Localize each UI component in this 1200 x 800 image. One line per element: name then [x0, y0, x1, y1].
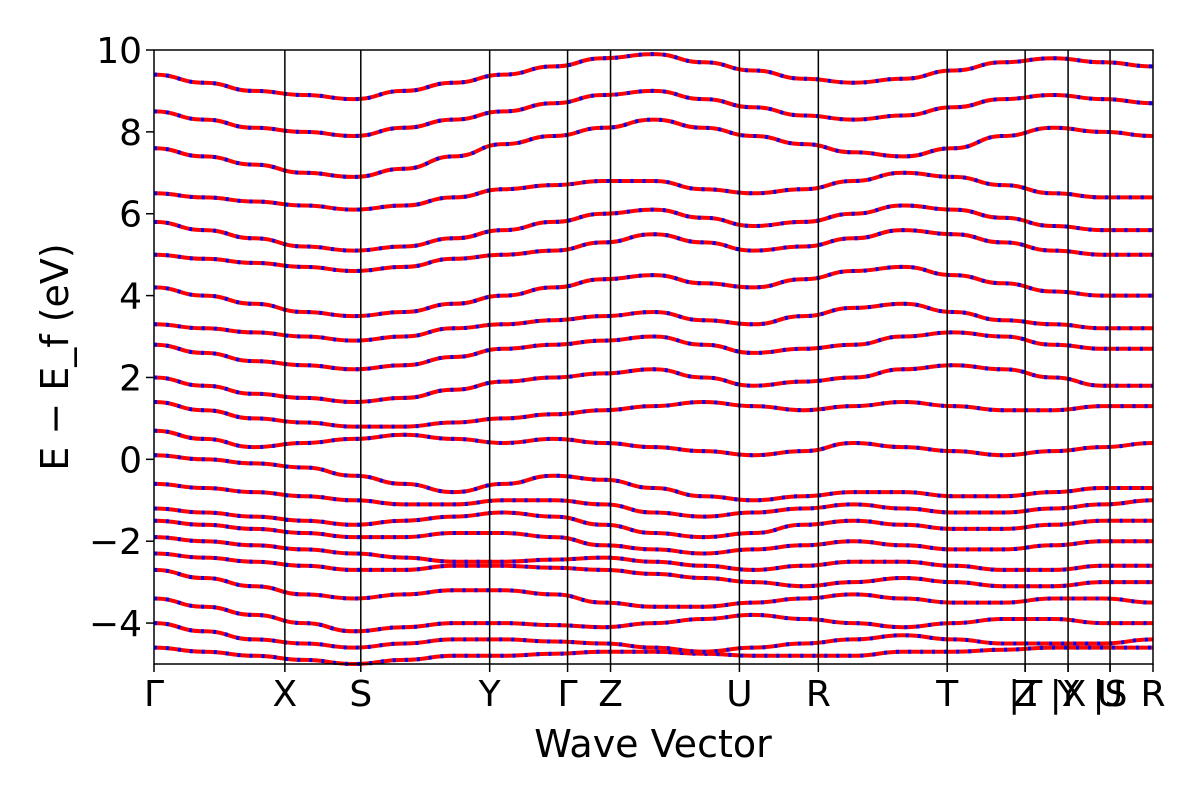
- x-tick-label: Z: [1013, 674, 1038, 715]
- band-line-overlay-17: [153, 228, 1153, 274]
- y-tick-label: 10: [96, 31, 142, 72]
- x-tick-label: X: [273, 674, 298, 715]
- y-axis-ticks: −4 −2 0 2 4 6 8 10: [89, 31, 154, 645]
- band-line-overlay-19: [153, 170, 1153, 212]
- x-tick-label: |X: [1050, 674, 1087, 715]
- y-tick-label: −2: [89, 522, 142, 563]
- band-line-overlay-21: [153, 88, 1154, 139]
- y-tick-label: 0: [119, 440, 142, 481]
- x-tick-label: S: [349, 674, 372, 715]
- x-tick-label: R: [1140, 674, 1165, 715]
- band-line-overlay-14: [153, 330, 1153, 372]
- x-tick-label: Y: [478, 674, 502, 715]
- x-axis-ticks: Γ X S Y Γ Z U R T Z|T Y|X U|S R: [144, 664, 1166, 715]
- band-line-overlay-16: [153, 264, 1153, 319]
- band-line-overlay-2: [153, 621, 1154, 654]
- x-tick-label: U: [1097, 674, 1123, 715]
- band-line-overlay-4: [153, 567, 1154, 609]
- band-line-overlay-22: [153, 52, 1154, 102]
- band-line-8: [153, 506, 1153, 540]
- band-line-9: [153, 481, 1154, 519]
- band-line-overlay-18: [153, 203, 1153, 253]
- y-tick-label: 6: [119, 195, 142, 236]
- band-line-overlay-11: [153, 428, 1154, 458]
- x-tick-label: Γ: [558, 674, 578, 715]
- x-tick-label: |S: [1093, 674, 1128, 715]
- x-tick-label: T: [935, 674, 959, 715]
- y-tick-label: 4: [119, 277, 142, 318]
- y-tick-label: 8: [119, 113, 142, 154]
- x-tick-label: Z: [598, 674, 623, 715]
- y-axis-label: E − E_f (eV): [33, 243, 77, 471]
- x-tick-label: |T: [1008, 674, 1043, 715]
- x-tick-label: R: [806, 674, 831, 715]
- x-tick-label: Γ: [144, 674, 164, 715]
- band-line-1: [153, 645, 1153, 667]
- band-line-overlay-3: [153, 596, 1153, 634]
- band-line-overlay-20: [153, 117, 1154, 179]
- band-lines: [153, 52, 1154, 667]
- plot-frame: [153, 49, 1154, 665]
- band-line-overlay-15: [153, 301, 1153, 343]
- band-line-overlay-12: [153, 399, 1153, 429]
- band-line-overlay-10: [153, 453, 1153, 503]
- x-axis-label: Wave Vector: [534, 722, 772, 766]
- x-tick-label: U: [726, 674, 752, 715]
- x-tick-label: Y: [1056, 674, 1080, 715]
- y-tick-label: 2: [119, 358, 142, 399]
- band-line-6: [153, 535, 1153, 572]
- band-line-7: [153, 518, 1153, 556]
- kpoint-lines: [284, 50, 1111, 664]
- band-line-5: [153, 551, 1153, 589]
- y-tick-label: −4: [89, 604, 142, 645]
- band-line-overlay-13: [153, 363, 1153, 405]
